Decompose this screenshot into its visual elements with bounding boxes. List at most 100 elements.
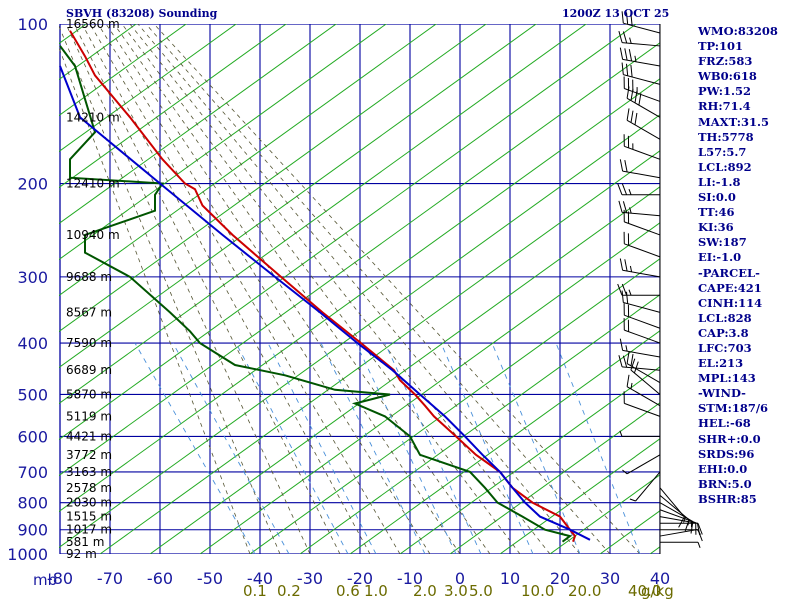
dry-adiabat xyxy=(449,402,660,554)
temperature-labels: -80 -70 -60 -50 -40 -30 -20 -10 0 10 20 30 40 xyxy=(47,569,670,588)
barb-flag xyxy=(621,290,624,303)
mixing-ratio-labels: 0.1 0.2 0.6 1.0 2.0 3.0 5.0 10.0 20.0 40.0 xyxy=(243,582,661,600)
barb-shaft xyxy=(622,269,661,278)
mixing-ratio-line xyxy=(134,342,256,554)
temperature-tick-label: -40 xyxy=(247,569,273,588)
barb-shaft xyxy=(624,221,661,236)
mixing-ratio-line xyxy=(320,342,426,554)
adiabat-lines xyxy=(59,24,660,554)
height-label: 1515 m xyxy=(66,510,112,524)
mixing-ratio-tick-label: 5.0 xyxy=(469,582,493,600)
height-label: 4421 m xyxy=(66,429,112,443)
height-label: 581 m xyxy=(66,535,104,549)
index-row: EHI:0.0 xyxy=(698,461,748,476)
barb-shaft xyxy=(659,516,698,524)
dry-adiabat xyxy=(99,150,660,554)
moist-adiabat xyxy=(113,24,491,554)
index-row: PW:1.52 xyxy=(698,84,752,99)
index-row: CINH:114 xyxy=(698,295,763,310)
mixing-ratio-line xyxy=(491,342,581,554)
wind-barb xyxy=(617,183,661,196)
wind-barb xyxy=(626,86,661,118)
barb-flag xyxy=(630,88,634,101)
temperature-tick-label: -80 xyxy=(47,569,73,588)
index-row: WB0:618 xyxy=(698,69,757,84)
barb-flag xyxy=(697,523,703,535)
mixing-ratio-line xyxy=(355,342,457,554)
dewpoint-profile xyxy=(59,45,573,543)
barb-shaft xyxy=(624,314,661,329)
height-label: 5119 m xyxy=(66,409,112,423)
wind-barb xyxy=(618,355,661,371)
temperature-tick-label: -60 xyxy=(147,569,173,588)
pressure-tick-label: 100 xyxy=(17,15,48,34)
barb-flag xyxy=(618,355,623,368)
index-row: MPL:143 xyxy=(698,371,756,386)
barb-flag xyxy=(622,31,628,44)
wind-barb xyxy=(619,159,661,179)
index-row: CAPE:421 xyxy=(698,280,762,295)
mixing-ratio-line xyxy=(555,342,641,554)
barb-shaft xyxy=(624,402,661,417)
wind-barb xyxy=(659,487,685,528)
wind-barb xyxy=(619,258,661,278)
wind-barb xyxy=(626,108,661,140)
index-row: LI:-1.8 xyxy=(698,174,741,189)
height-label: 2578 m xyxy=(66,481,112,495)
height-label: 8567 m xyxy=(66,305,112,319)
dry-adiabat xyxy=(59,114,660,549)
barb-flag xyxy=(638,93,642,106)
barb-shaft xyxy=(624,145,661,160)
moist-adiabat xyxy=(145,24,611,554)
dry-adiabat xyxy=(59,78,660,513)
temperature-tick-label: 30 xyxy=(600,569,620,588)
dry-adiabat xyxy=(249,258,660,554)
moist-adiabat xyxy=(97,24,431,554)
height-label: 10940 m xyxy=(66,228,120,242)
index-row: SHR+:0.0 xyxy=(698,431,761,446)
pressure-tick-label: 1000 xyxy=(7,545,48,564)
dry-adiabat xyxy=(59,42,660,477)
wind-barb xyxy=(623,76,661,102)
index-row: CAP:3.8 xyxy=(698,325,749,340)
barb-flag xyxy=(621,283,628,296)
mixing-ratio-tick-label: 0.2 xyxy=(277,582,301,600)
barb-flag xyxy=(621,62,624,75)
barb-flag xyxy=(621,11,624,24)
wind-barb xyxy=(619,338,661,358)
barb-shaft xyxy=(659,509,696,524)
barb-shaft xyxy=(622,349,661,358)
moist-adiabat xyxy=(59,25,281,554)
wind-barb xyxy=(659,529,701,537)
wind-barb xyxy=(623,209,661,236)
barb-shaft xyxy=(626,386,661,407)
barb-flag xyxy=(621,183,628,195)
index-row: RH:71.4 xyxy=(698,99,751,114)
height-label: 12410 m xyxy=(66,177,120,191)
wind-barb xyxy=(630,358,661,395)
wind-barb xyxy=(659,541,701,548)
mixing-unit-label: g/kg xyxy=(641,582,674,600)
barb-flag xyxy=(617,183,623,195)
wind-barb xyxy=(659,494,690,532)
barb-flag xyxy=(626,12,629,25)
barb-shaft xyxy=(630,369,661,395)
wind-barbs xyxy=(617,11,703,554)
index-row: EL:213 xyxy=(698,356,744,371)
wind-barb xyxy=(626,351,661,384)
wind-barb xyxy=(629,471,661,502)
pressure-tick-label: 600 xyxy=(17,427,48,446)
mixing-ratio-line xyxy=(235,342,349,554)
mixing-ratio-tick-label: 2.0 xyxy=(413,582,437,600)
height-label: 2030 m xyxy=(66,496,112,510)
temperature-tick-label: 20 xyxy=(550,569,570,588)
pressure-tick-label: 500 xyxy=(17,385,48,404)
wind-barb xyxy=(623,318,661,344)
height-label: 9688 m xyxy=(66,270,112,284)
wind-barb xyxy=(623,303,661,329)
barb-flag xyxy=(618,30,623,43)
barb-flag xyxy=(622,201,628,213)
barb-flag xyxy=(624,259,628,272)
temperature-tick-label: -70 xyxy=(97,569,123,588)
dry-adiabat xyxy=(149,186,660,554)
